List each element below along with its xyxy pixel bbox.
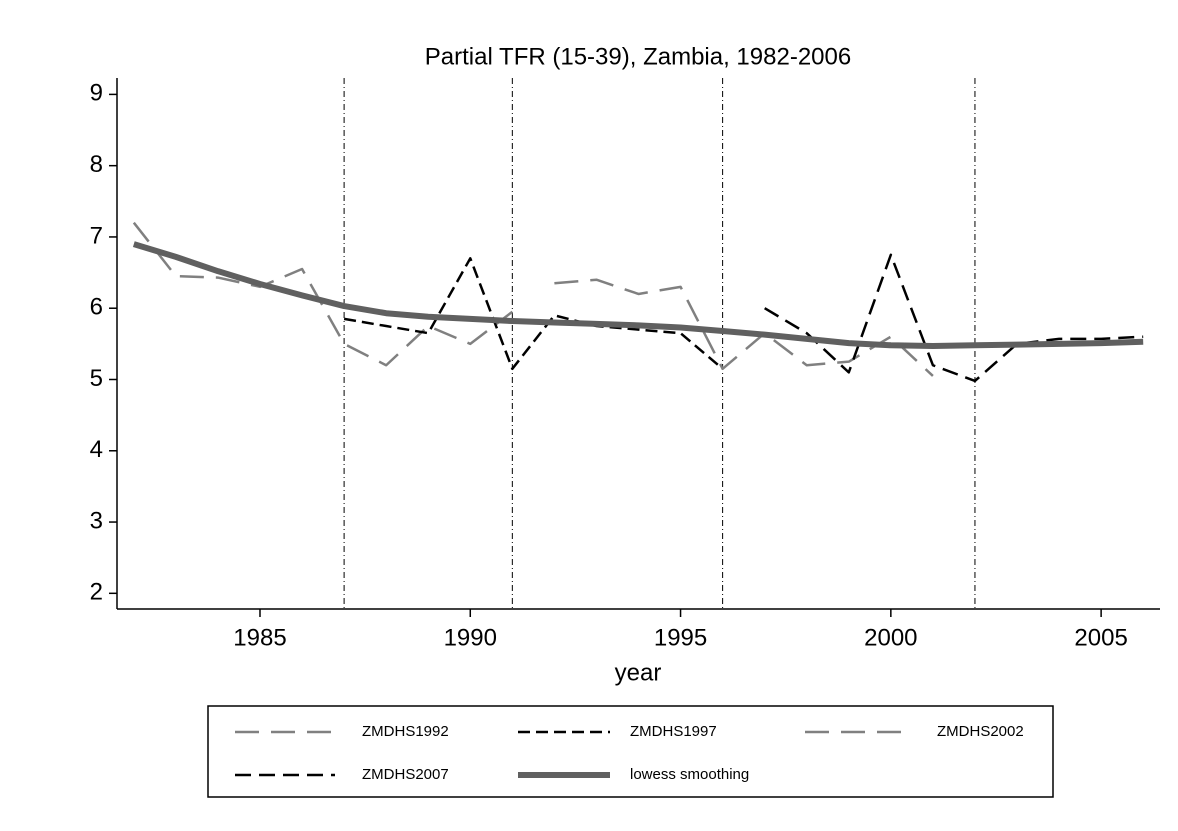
legend-label: ZMDHS2002: [937, 723, 1024, 740]
y-tick-label: 3: [90, 507, 103, 534]
x-tick-label: 2005: [1074, 624, 1127, 651]
y-tick-label: 2: [90, 579, 103, 606]
chart-title: Partial TFR (15-39), Zambia, 1982-2006: [425, 43, 851, 70]
x-axis-label: year: [615, 659, 662, 686]
series-line: [764, 253, 1144, 383]
legend-label: ZMDHS2007: [362, 766, 449, 783]
legend: [207, 705, 1054, 798]
y-tick-label: 9: [90, 80, 103, 107]
y-tick-label: 5: [90, 365, 103, 392]
legend-label: ZMDHS1992: [362, 723, 449, 740]
series-line: [132, 241, 1144, 349]
series-line: [132, 221, 514, 367]
y-tick-label: 7: [90, 222, 103, 249]
x-tick-label: 1990: [444, 624, 497, 651]
x-tick-label: 1985: [233, 624, 286, 651]
x-tick-label: 2000: [864, 624, 917, 651]
x-tick-label: 1995: [654, 624, 707, 651]
y-tick-label: 4: [90, 436, 103, 463]
y-tick-label: 6: [90, 294, 103, 321]
legend-label: ZMDHS1997: [630, 723, 717, 740]
series-line: [554, 278, 934, 377]
series-line: [343, 257, 724, 371]
y-tick-label: 8: [90, 151, 103, 178]
legend-label: lowess smoothing: [630, 766, 749, 783]
